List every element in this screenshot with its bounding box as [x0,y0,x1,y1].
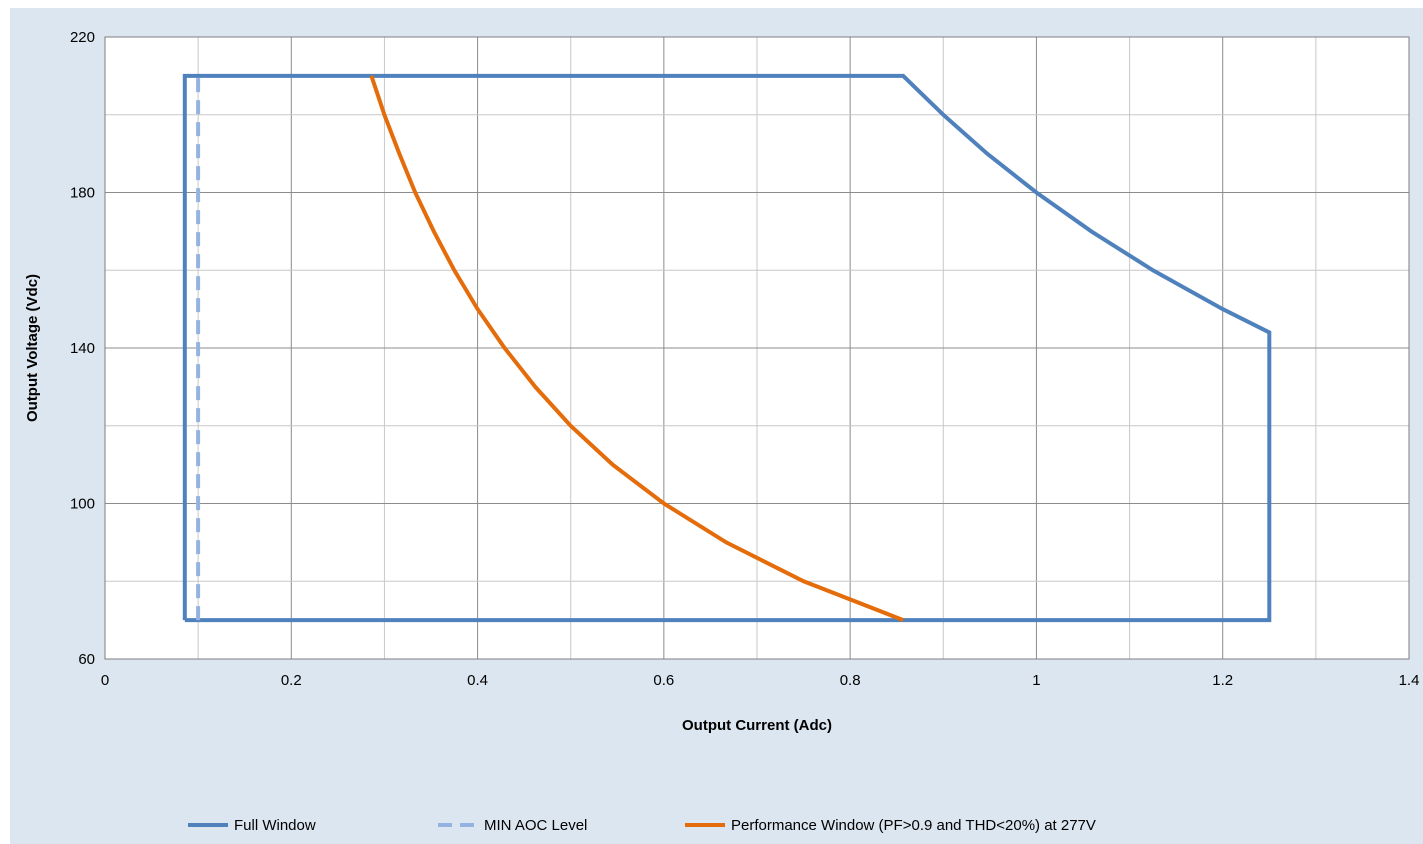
x-axis-title: Output Current (Adc) [682,717,832,734]
legend-label-3: Performance Window (PF>0.9 and THD<20%) … [731,817,1096,834]
chart-container: 0 0.2 0.4 0.6 0.8 1 1.2 1.4 60 100 140 180 220 Outpu… [10,8,1423,844]
x-tick-label: 1 [1032,672,1040,689]
chart-svg: 0 0.2 0.4 0.6 0.8 1 1.2 1.4 60 100 140 180 220 Outpu… [24,29,1419,834]
x-tick-label: 1.2 [1212,672,1233,689]
x-tick-label: 0.2 [281,672,302,689]
y-tick-label: 60 [78,651,95,668]
grid-lines [105,37,1409,659]
x-tick-label: 0.4 [467,672,488,689]
y-axis-title: Output Voltage (Vdc) [24,274,41,422]
x-tick-label: 0.8 [840,672,861,689]
y-tick-label: 100 [70,496,95,513]
x-tick-label: 1.4 [1399,672,1420,689]
plot-border [104,36,1410,660]
legend-label-2: MIN AOC Level [484,817,587,834]
x-tick-label: 0 [101,672,109,689]
legend: Full Window MIN AOC Level Performance Wind… [188,817,1096,834]
tick-labels: 0 0.2 0.4 0.6 0.8 1 1.2 1.4 60 100 140 180 220 [70,29,1419,689]
series-line-3 [369,75,904,622]
x-tick-label: 0.6 [653,672,674,689]
series-line-1 [182,73,1272,623]
y-tick-label: 140 [70,340,95,357]
legend-label-1: Full Window [234,817,316,834]
y-tick-label: 180 [70,185,95,202]
series-layer [182,73,1272,623]
y-tick-label: 220 [70,29,95,46]
